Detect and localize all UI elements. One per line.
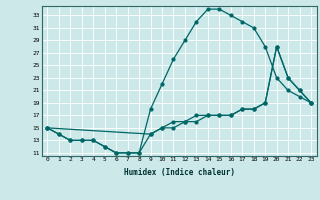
X-axis label: Humidex (Indice chaleur): Humidex (Indice chaleur): [124, 168, 235, 177]
